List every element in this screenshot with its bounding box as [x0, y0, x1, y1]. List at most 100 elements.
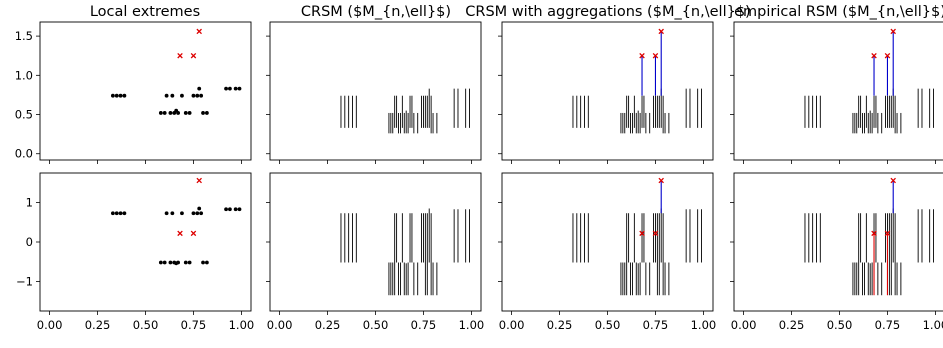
extreme-point-r1c0-13: [183, 260, 188, 265]
extreme-point-r0c0-2: [118, 93, 123, 98]
extreme-point-r1c0-19: [201, 260, 205, 265]
aggregated-marker-r1c2-1: [652, 230, 659, 237]
axes-frame-r1c2: [501, 172, 714, 312]
extreme-point-r1c0-16: [195, 211, 200, 216]
extreme-point-r1c0-24: [237, 207, 242, 212]
aggregated-marker-r1c0-2: [196, 177, 202, 184]
extreme-point-r0c0-24: [237, 86, 242, 91]
extreme-point-r1c0-1: [114, 211, 119, 216]
aggregated-marker-r0c2-0: [639, 52, 645, 59]
y-tick-label-r1c0-2: 1: [26, 196, 33, 210]
extreme-point-r0c0-22: [228, 86, 232, 91]
aggregated-marker-r0c2-2: [658, 28, 664, 35]
x-tick-label-r1c1-1: 0.25: [315, 318, 341, 332]
extreme-point-r0c0-17: [197, 86, 202, 91]
x-tick-label-r1c3-0: 0.00: [731, 318, 757, 332]
extreme-point-r1c0-17: [197, 206, 202, 211]
extreme-point-r1c0-12: [180, 211, 184, 216]
extreme-point-r0c0-16: [195, 93, 200, 98]
panel-title-0: Local extremes: [90, 4, 200, 20]
extreme-point-r0c0-14: [187, 111, 192, 115]
aggregated-marker-r0c0-0: [177, 52, 183, 59]
extreme-point-r0c0-19: [201, 111, 205, 115]
aggregated-marker-r0c3-2: [890, 28, 896, 35]
x-tick-label-r1c0-4: 1.00: [229, 318, 255, 332]
extreme-point-r1c0-22: [228, 207, 232, 212]
extreme-point-r0c0-1: [114, 93, 119, 98]
x-tick-label-r1c0-0: 0.00: [37, 318, 63, 332]
extreme-point-r0c0-4: [158, 111, 163, 115]
extreme-point-r0c0-18: [199, 93, 204, 98]
axes-frame-r0c2: [501, 21, 714, 161]
x-tick-label-r1c1-0: 0.00: [267, 318, 293, 332]
x-tick-label-r1c3-4: 1.00: [923, 318, 943, 332]
axes-frame-r0c1: [269, 21, 482, 161]
extreme-point-r0c0-3: [122, 93, 127, 98]
extreme-point-r0c0-20: [204, 111, 209, 115]
extreme-point-r1c0-8: [170, 211, 175, 216]
extreme-point-r1c0-0: [110, 211, 115, 216]
axes-frame-r0c3: [733, 21, 943, 161]
aggregated-marker-r1c0-1: [190, 230, 197, 237]
aggregated-marker-r1c0-0: [177, 230, 183, 237]
extreme-point-r1c0-23: [233, 207, 238, 212]
x-tick-label-r1c0-1: 0.25: [85, 318, 111, 332]
extreme-point-r1c0-3: [122, 211, 127, 216]
extreme-point-r0c0-11: [176, 111, 181, 115]
extreme-point-r0c0-13: [183, 111, 188, 115]
x-tick-label-r1c1-4: 1.00: [459, 318, 485, 332]
panel-title-2: CRSM with aggregations ($M_{n,\ell}$): [465, 4, 750, 20]
extreme-point-r1c0-20: [204, 260, 209, 265]
x-tick-label-r1c1-2: 0.50: [363, 318, 389, 332]
axes-frame-r1c1: [269, 172, 482, 312]
extreme-point-r0c0-21: [224, 86, 228, 91]
aggregated-marker-r1c2-2: [658, 177, 664, 184]
extreme-point-r1c0-5: [162, 260, 167, 265]
x-tick-label-r1c2-0: 0.00: [499, 318, 525, 332]
axes-frame-r1c0: [39, 172, 252, 312]
panel-title-3: empirical RSM ($M_{n,\ell}$): [734, 4, 943, 20]
y-tick-label-r1c0-1: 0: [26, 235, 33, 249]
plot-area: 0.0 0.5 1.0 1.5 0.00 0.25 0.50 0.75 1.00 −1 0 1 0.00…: [15, 21, 943, 332]
extreme-point-r1c0-21: [224, 207, 228, 212]
aggregated-marker-r0c3-1: [884, 52, 891, 59]
extreme-point-r1c0-7: [168, 260, 173, 265]
panel-title-1: CRSM ($M_{n,\ell}$): [301, 4, 451, 20]
axes-frame-r0c0: [39, 21, 252, 161]
extreme-point-r0c0-15: [191, 93, 196, 98]
y-tick-label-r0c0-0: 0.0: [15, 147, 33, 161]
x-tick-label-r1c3-1: 0.25: [779, 318, 805, 332]
aggregated-marker-r0c0-2: [196, 28, 202, 35]
extreme-point-r0c0-23: [233, 86, 238, 91]
extreme-point-r1c0-14: [187, 260, 192, 265]
axes-frame-r1c3: [733, 172, 943, 312]
aggregated-marker-r1c2-0: [639, 230, 645, 237]
extreme-point-r1c0-15: [191, 211, 196, 216]
extreme-point-r1c0-2: [118, 211, 123, 216]
x-tick-label-r1c1-3: 0.75: [411, 318, 437, 332]
aggregated-marker-r1c3-2: [890, 177, 896, 184]
extreme-point-r1c0-4: [158, 260, 163, 265]
y-tick-label-r0c0-2: 1.0: [15, 68, 33, 82]
y-tick-label-r0c0-1: 0.5: [15, 108, 33, 122]
extreme-point-r1c0-11: [176, 260, 181, 265]
x-tick-label-r1c2-3: 0.75: [643, 318, 669, 332]
extreme-point-r0c0-5: [162, 111, 167, 115]
x-tick-label-r1c3-3: 0.75: [875, 318, 901, 332]
y-tick-label-r0c0-3: 1.5: [15, 29, 33, 43]
extreme-point-r0c0-12: [180, 93, 184, 98]
x-tick-label-r1c0-2: 0.50: [133, 318, 159, 332]
extreme-point-r1c0-6: [164, 211, 169, 216]
x-tick-label-r1c2-4: 1.00: [691, 318, 717, 332]
y-tick-label-r1c0-0: −1: [16, 274, 33, 288]
aggregated-marker-r0c2-1: [652, 52, 659, 59]
extreme-point-r1c0-18: [199, 211, 204, 216]
aggregated-marker-r1c3-0: [871, 230, 877, 237]
aggregated-marker-r1c3-1: [884, 230, 891, 237]
x-tick-label-r1c2-2: 0.50: [595, 318, 621, 332]
aggregated-marker-r0c3-0: [871, 52, 877, 59]
extreme-point-r0c0-0: [110, 93, 115, 98]
extreme-point-r0c0-6: [164, 93, 169, 98]
extreme-point-r0c0-7: [168, 111, 173, 115]
